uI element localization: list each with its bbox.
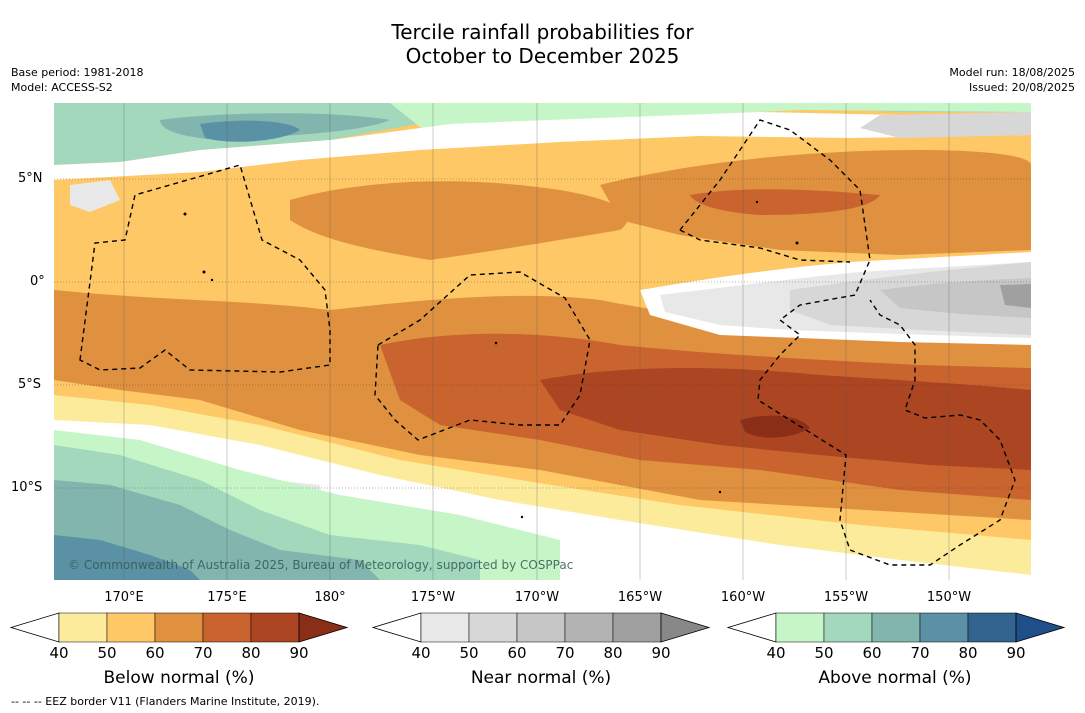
probability-map	[54, 103, 1031, 580]
title-line1: Tercile rainfall probabilities for	[391, 20, 694, 44]
lon-label-150w: 150°W	[926, 590, 972, 605]
lon-label-165w: 165°W	[617, 590, 663, 605]
colorbar-below-tick: 40	[49, 644, 69, 662]
lon-label-180: 180°	[314, 590, 346, 605]
colorbar-below-tick: 80	[241, 644, 261, 662]
lon-label-170w: 170°W	[514, 590, 560, 605]
lat-label-10s: 10°S	[11, 480, 43, 495]
colorbar-near-tick: 60	[507, 644, 527, 662]
colorbar-below-tick: 70	[193, 644, 213, 662]
chart-title: Tercile rainfall probabilities for Octob…	[0, 20, 1085, 68]
lon-label-155w: 155°W	[823, 590, 869, 605]
lon-label-175e: 175°E	[207, 590, 247, 605]
colorbar-near-tick: 40	[411, 644, 431, 662]
lon-label-160w: 160°W	[720, 590, 766, 605]
colorbar-near-tick: 70	[555, 644, 575, 662]
lon-label-175w: 175°W	[410, 590, 456, 605]
meta-right: Model run: 18/08/2025 Issued: 20/08/2025	[949, 65, 1075, 95]
map-meridians	[123, 103, 950, 580]
ne-below-normal-70	[690, 189, 880, 215]
west-near-normal-patch	[70, 180, 120, 212]
copyright-notice: © Commonwealth of Australia 2025, Bureau…	[68, 558, 574, 572]
colorbar-above-tick: 90	[1006, 644, 1026, 662]
colorbar-near-tick: 50	[459, 644, 479, 662]
lat-label-5n: 5°N	[18, 171, 43, 186]
lat-label-0: 0°	[30, 274, 45, 289]
model-run: Model run: 18/08/2025	[949, 66, 1075, 79]
east-near-normal-70	[880, 278, 1031, 318]
colorbar-below-tick: 60	[145, 644, 165, 662]
lon-label-170e: 170°E	[104, 590, 144, 605]
north-above-normal-70	[200, 120, 300, 142]
colorbar-near-tick: 80	[603, 644, 623, 662]
eez-borders	[79, 119, 1016, 566]
colorbar-near-tick: 90	[651, 644, 671, 662]
island-markers	[183, 200, 799, 519]
colorbar-above-tick: 80	[958, 644, 978, 662]
colorbar-above-tick: 40	[766, 644, 786, 662]
colorbar-below-tick: 50	[97, 644, 117, 662]
colorbar-title-below: Below normal (%)	[103, 668, 255, 688]
colorbar-above-tick: 60	[862, 644, 882, 662]
model-name: Model: ACCESS-S2	[11, 81, 113, 94]
south-above-normal-80	[54, 535, 200, 580]
colorbar-title-near: Near normal (%)	[470, 668, 612, 688]
north-near-normal-patch	[860, 112, 1031, 138]
north-above-normal-50	[390, 103, 1031, 135]
eez-legend-note: -- -- -- EEZ border V11 (Flanders Marine…	[11, 695, 320, 708]
title-line2: October to December 2025	[405, 44, 680, 68]
meta-left: Base period: 1981-2018 Model: ACCESS-S2	[11, 65, 143, 95]
base-period: Base period: 1981-2018	[11, 66, 144, 79]
east-near-normal-80	[1000, 284, 1031, 308]
colorbar-title-above: Above normal (%)	[818, 668, 972, 688]
colorbar-below-tick: 90	[289, 644, 309, 662]
upper-below-normal-60	[290, 181, 628, 260]
lat-label-5s: 5°S	[18, 377, 42, 392]
colorbar-above-tick: 50	[814, 644, 834, 662]
colorbar-above-tick: 70	[910, 644, 930, 662]
map-gridlines	[54, 178, 1031, 489]
issued-date: Issued: 20/08/2025	[968, 81, 1075, 94]
